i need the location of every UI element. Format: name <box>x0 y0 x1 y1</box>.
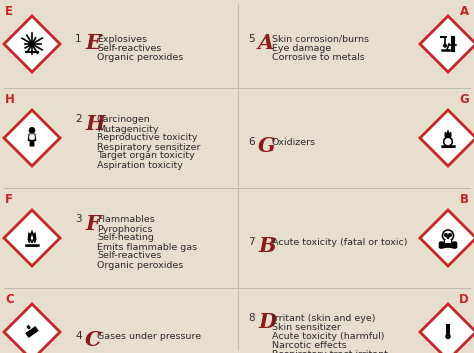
Text: A: A <box>258 33 274 53</box>
Text: 8: 8 <box>248 313 255 323</box>
Text: Narcotic effects: Narcotic effects <box>272 341 347 350</box>
Polygon shape <box>420 110 474 166</box>
Text: Aspiration toxicity: Aspiration toxicity <box>97 161 183 169</box>
Text: Self-heating: Self-heating <box>97 233 154 243</box>
Text: E: E <box>5 5 13 18</box>
Polygon shape <box>420 210 474 266</box>
Circle shape <box>444 232 452 240</box>
Text: Skin sensitizer: Skin sensitizer <box>272 323 341 332</box>
Polygon shape <box>27 133 36 146</box>
Text: Emits flammable gas: Emits flammable gas <box>97 243 197 251</box>
Circle shape <box>445 139 451 144</box>
Polygon shape <box>440 36 447 38</box>
Text: 1: 1 <box>75 34 82 44</box>
Circle shape <box>444 137 453 146</box>
Text: Organic peroxides: Organic peroxides <box>97 261 183 269</box>
Circle shape <box>444 44 447 47</box>
Text: B: B <box>460 193 469 206</box>
Circle shape <box>442 230 454 241</box>
Polygon shape <box>31 234 33 241</box>
Text: A: A <box>460 5 469 18</box>
Text: D: D <box>258 312 276 332</box>
Circle shape <box>448 234 451 237</box>
FancyBboxPatch shape <box>26 327 38 337</box>
Bar <box>447 240 449 243</box>
Circle shape <box>445 234 447 237</box>
Text: 6: 6 <box>248 137 255 147</box>
Circle shape <box>29 128 35 133</box>
Polygon shape <box>420 304 474 353</box>
Polygon shape <box>4 110 60 166</box>
Text: G: G <box>459 93 469 106</box>
Text: Corrosive to metals: Corrosive to metals <box>272 53 365 62</box>
Text: E: E <box>85 33 101 53</box>
Polygon shape <box>4 304 60 353</box>
Text: Irritant (skin and eye): Irritant (skin and eye) <box>272 314 375 323</box>
Circle shape <box>447 237 449 238</box>
Bar <box>27 245 37 247</box>
Text: Pyrophorics: Pyrophorics <box>97 225 153 233</box>
Text: F: F <box>85 214 100 233</box>
Text: Explosives: Explosives <box>97 35 147 44</box>
Polygon shape <box>4 210 60 266</box>
Text: Target organ toxicity: Target organ toxicity <box>97 151 195 161</box>
Polygon shape <box>444 130 452 138</box>
Bar <box>442 146 454 148</box>
Text: Oxidizers: Oxidizers <box>272 138 316 147</box>
Text: Respiratory tract irritant: Respiratory tract irritant <box>272 350 388 353</box>
Text: Self-reactives: Self-reactives <box>97 44 161 53</box>
Text: H: H <box>85 114 105 133</box>
Text: Flammables: Flammables <box>97 215 155 225</box>
Text: G: G <box>258 136 276 156</box>
Text: Self-reactives: Self-reactives <box>97 251 161 261</box>
Text: C: C <box>85 330 101 350</box>
Circle shape <box>29 42 35 46</box>
Text: 3: 3 <box>75 215 82 225</box>
Text: Reproductive toxicity: Reproductive toxicity <box>97 133 198 143</box>
Circle shape <box>446 334 450 339</box>
Polygon shape <box>27 229 36 244</box>
Text: D: D <box>459 293 469 306</box>
Text: 4: 4 <box>75 331 82 341</box>
Bar <box>449 240 451 243</box>
FancyBboxPatch shape <box>27 326 30 329</box>
Text: Acute toxicity (fatal or toxic): Acute toxicity (fatal or toxic) <box>272 238 408 247</box>
Bar <box>446 324 450 334</box>
Text: Gases under pressure: Gases under pressure <box>97 332 201 341</box>
Text: Organic peroxides: Organic peroxides <box>97 53 183 62</box>
Text: Skin corrosion/burns: Skin corrosion/burns <box>272 35 369 44</box>
Text: 5: 5 <box>248 34 255 44</box>
Text: Acute toxicity (harmful): Acute toxicity (harmful) <box>272 332 384 341</box>
Text: 7: 7 <box>248 237 255 247</box>
Text: B: B <box>258 236 275 256</box>
Text: H: H <box>5 93 15 106</box>
Polygon shape <box>420 16 474 72</box>
Bar <box>445 240 447 243</box>
Polygon shape <box>444 240 453 244</box>
Polygon shape <box>4 16 60 72</box>
Text: Eye damage: Eye damage <box>272 44 331 53</box>
Text: Carcinogen: Carcinogen <box>97 115 151 125</box>
Text: Respiratory sensitizer: Respiratory sensitizer <box>97 143 201 151</box>
Text: Mutagenicity: Mutagenicity <box>97 125 158 133</box>
Text: 2: 2 <box>75 114 82 125</box>
Text: F: F <box>5 193 13 206</box>
Text: C: C <box>5 293 14 306</box>
